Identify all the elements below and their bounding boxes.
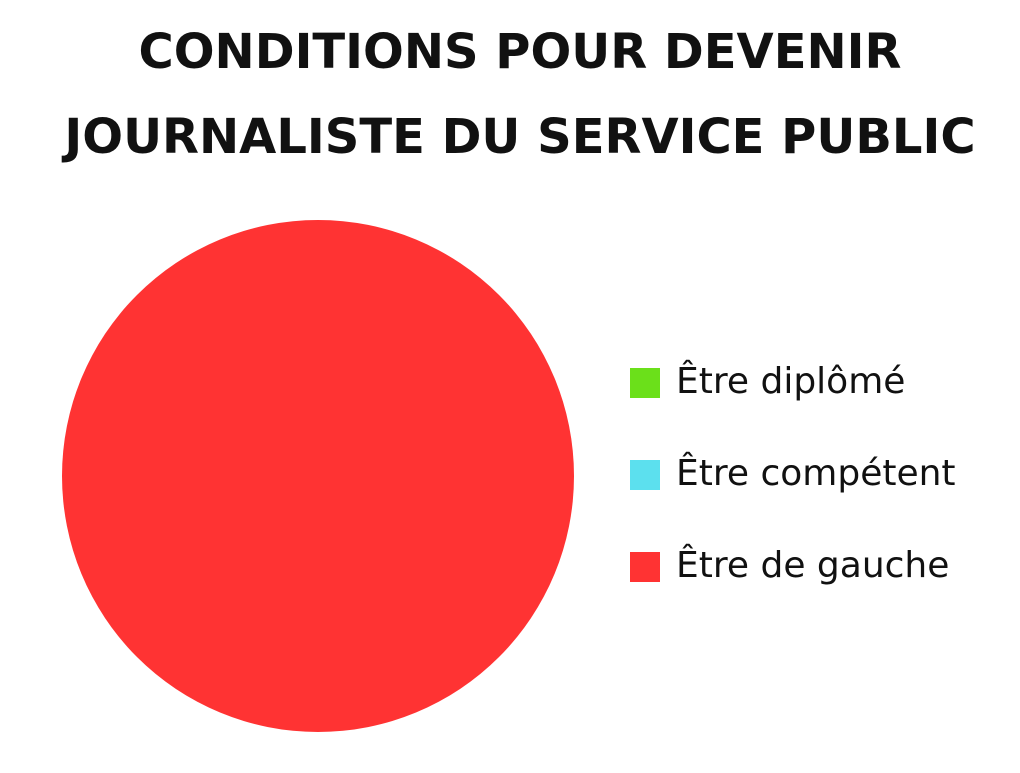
legend-swatch [630,552,660,582]
chart-title: JOURNALISTE DU SERVICE PUBLIC [61,109,975,165]
legend-swatch [630,460,660,490]
legend-label: Être compétent [676,452,956,494]
chart-title: CONDITIONS POUR DEVENIR [139,24,902,80]
legend-label: Être diplômé [676,360,905,402]
legend-swatch [630,368,660,398]
pie-slice [62,220,574,732]
legend-label: Être de gauche [676,544,949,586]
